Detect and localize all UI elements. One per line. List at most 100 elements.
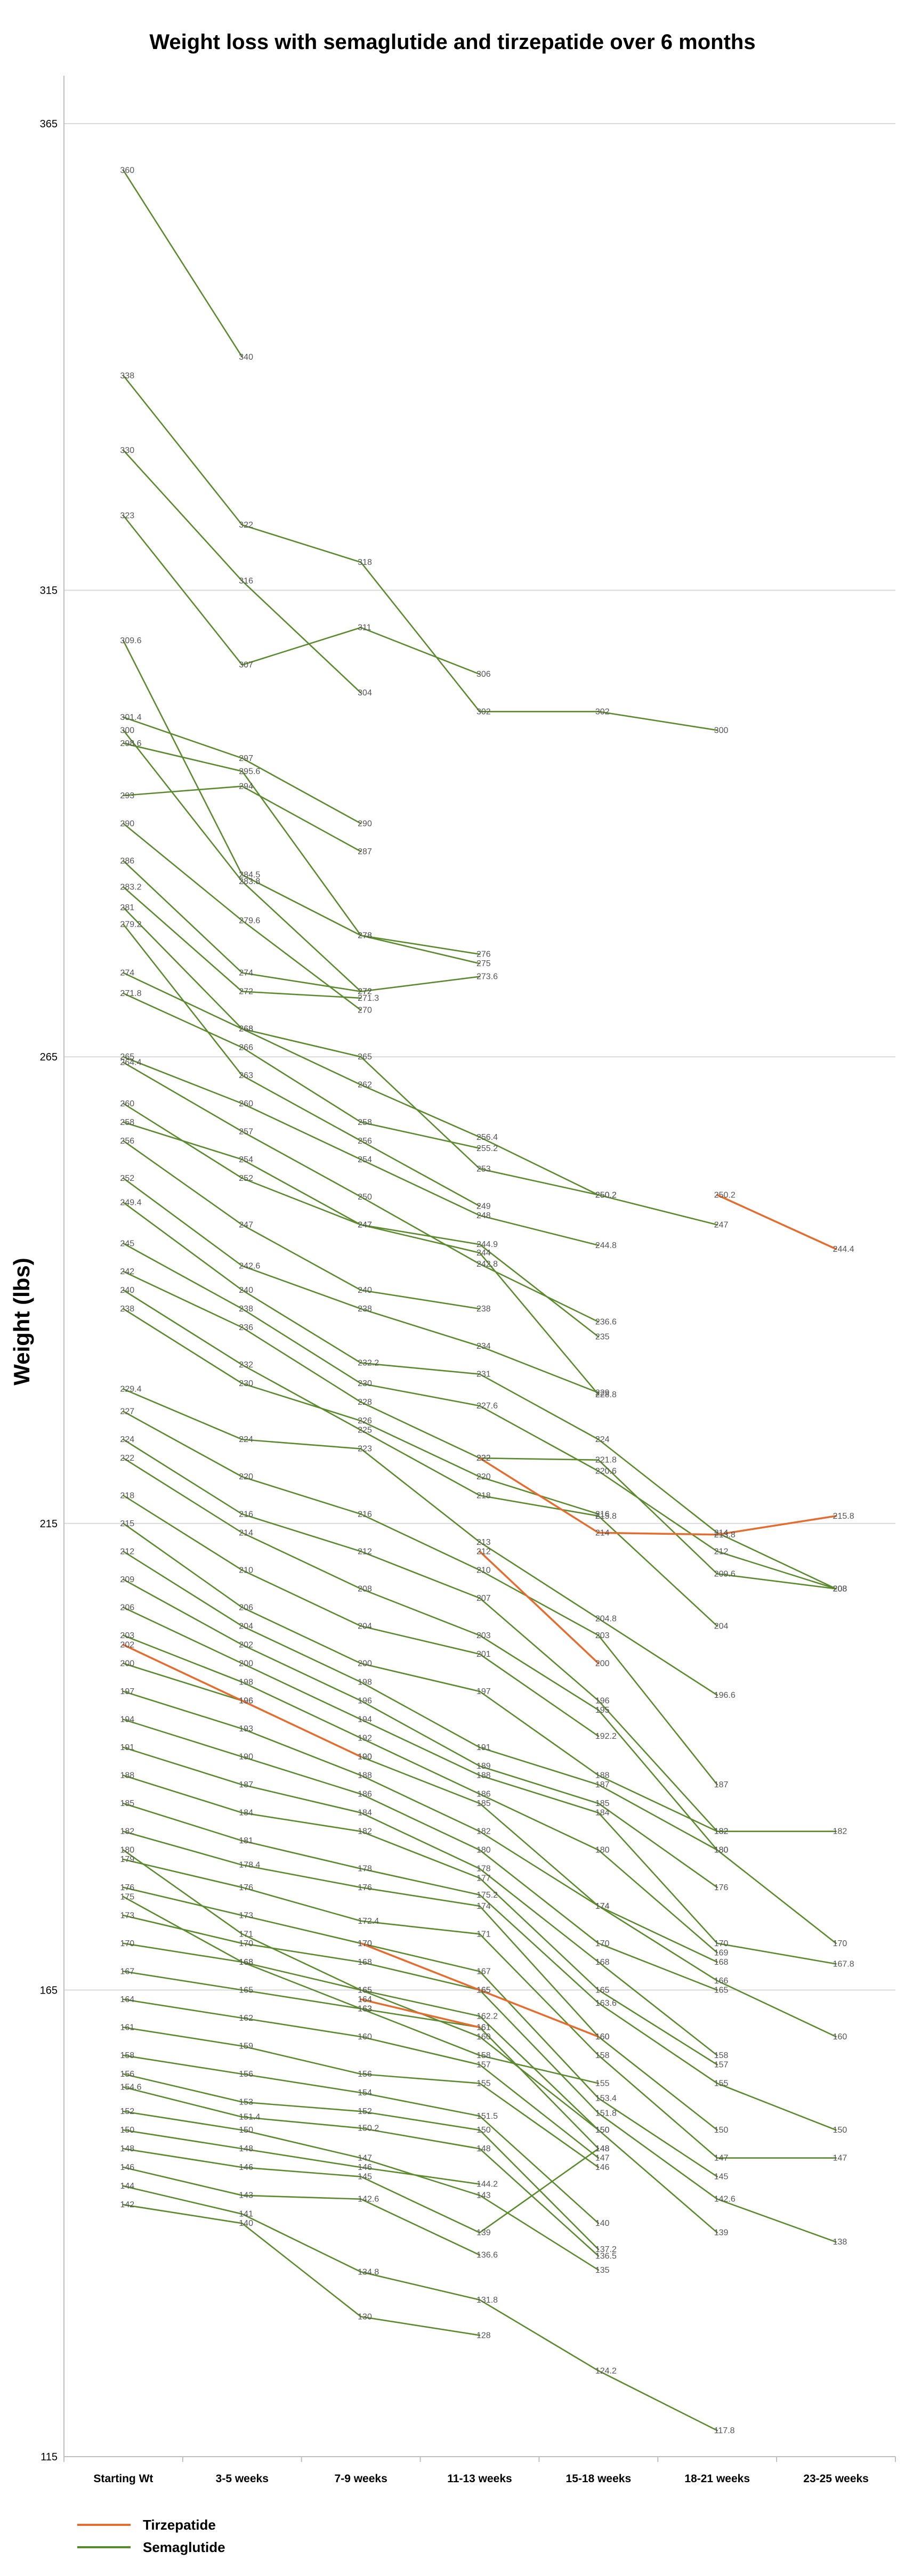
data-label: 265 <box>358 1052 372 1062</box>
data-label: 202 <box>120 1640 134 1649</box>
data-label: 150 <box>120 2126 134 2135</box>
data-label: 252 <box>239 1174 253 1183</box>
x-tick-label: 18-21 weeks <box>684 2473 750 2485</box>
series-line-semaglutide <box>123 1942 718 2234</box>
data-label: 182 <box>714 1827 729 1836</box>
data-label: 255.2 <box>476 1144 498 1153</box>
data-label: 250.2 <box>714 1190 736 1200</box>
data-label: 179 <box>120 1855 134 1864</box>
data-label: 232.2 <box>358 1359 379 1368</box>
series-line-semaglutide <box>123 1607 837 1965</box>
data-label: 135 <box>595 2266 610 2275</box>
data-label: 309.6 <box>120 636 141 645</box>
data-label: 200 <box>239 1659 253 1668</box>
series-line-semaglutide <box>123 1849 600 2131</box>
data-label: 174 <box>595 1902 610 1911</box>
data-label: 165 <box>358 1986 372 1995</box>
data-label: 272 <box>358 987 372 997</box>
data-label: 218 <box>120 1491 134 1500</box>
series-line-semaglutide <box>123 1411 718 1786</box>
data-label: 200 <box>120 1659 134 1668</box>
data-label: 182 <box>358 1827 372 1836</box>
x-tick-label: Starting Wt <box>93 2473 153 2485</box>
series-line-semaglutide <box>123 823 362 1011</box>
data-label: 218 <box>476 1491 491 1500</box>
data-label: 192 <box>358 1734 372 1743</box>
data-label: 238 <box>120 1305 134 1314</box>
data-label: 322 <box>239 521 253 530</box>
data-label: 223 <box>358 1445 372 1454</box>
data-label: 250 <box>358 1193 372 1202</box>
data-label: 240 <box>239 1286 253 1295</box>
data-label: 203 <box>595 1631 610 1640</box>
y-tick-label: 365 <box>40 118 58 130</box>
data-label: 210 <box>476 1566 491 1575</box>
series-line-semaglutide <box>123 1663 718 1963</box>
data-label: 306 <box>476 670 491 679</box>
data-label: 185 <box>476 1799 491 1808</box>
data-label: 139 <box>714 2229 729 2238</box>
data-label: 176 <box>120 1883 134 1892</box>
data-label: 194 <box>120 1715 134 1724</box>
data-label: 268 <box>239 1025 253 1034</box>
data-label: 151.5 <box>476 2112 498 2121</box>
series-layer <box>122 169 837 2432</box>
data-label: 300 <box>714 726 729 735</box>
data-label: 170 <box>714 1939 729 1948</box>
data-label: 224 <box>120 1435 134 1444</box>
data-label: 272 <box>358 987 372 997</box>
data-label: 301.4 <box>120 713 141 722</box>
data-label: 208 <box>833 1584 847 1593</box>
data-label: 170 <box>358 1939 372 1948</box>
data-label: 248 <box>476 1211 491 1220</box>
data-label: 212 <box>714 1547 729 1556</box>
data-label: 195 <box>595 1706 610 1715</box>
data-label: 148 <box>595 2144 610 2153</box>
data-label: 273.6 <box>476 973 498 982</box>
data-label: 213 <box>476 1538 491 1547</box>
data-label: 216 <box>358 1510 372 1519</box>
data-label: 254 <box>239 1155 253 1164</box>
series-line-semaglutide <box>123 2086 600 2257</box>
y-tick-label: 265 <box>40 1051 58 1063</box>
data-label: 184 <box>595 1809 610 1818</box>
data-label: 234 <box>476 1342 491 1351</box>
data-label: 147 <box>714 2154 729 2163</box>
series-line-semaglutide <box>123 375 718 731</box>
data-label: 168 <box>239 1958 253 1967</box>
series-line-tirzepatide <box>479 1457 837 1536</box>
data-label: 256 <box>358 1137 372 1146</box>
series-line-semaglutide <box>123 1896 600 2084</box>
data-label: 191 <box>476 1743 491 1752</box>
series-line-semaglutide <box>123 2027 600 2168</box>
data-label: 124.2 <box>595 2367 617 2376</box>
data-label: 150 <box>714 2126 729 2135</box>
data-label: 271.8 <box>120 989 141 998</box>
data-label: 187 <box>595 1780 610 1789</box>
series-line-semaglutide <box>123 1522 718 1832</box>
y-tick-label: 115 <box>41 2451 58 2463</box>
data-label: 279.2 <box>120 920 141 929</box>
data-label: 186 <box>358 1790 372 1799</box>
legend: Tirzepatide Semaglutide <box>77 2517 225 2555</box>
data-label: 182 <box>714 1827 729 1836</box>
data-label: 198 <box>239 1678 253 1687</box>
data-label: 284.5 <box>239 871 260 880</box>
data-label: 170 <box>358 1939 372 1948</box>
data-label: 212 <box>120 1547 134 1556</box>
data-label: 209.6 <box>714 1569 736 1578</box>
data-label: 168 <box>714 1958 729 1967</box>
data-label: 283.2 <box>120 882 141 892</box>
data-label: 198 <box>358 1678 372 1687</box>
data-label: 227 <box>120 1407 134 1416</box>
x-tick-label: 15-18 weeks <box>566 2473 632 2485</box>
data-label-layer: 360 340 338 322 318 302 302 300 330 316 304 323 307 3… <box>120 166 854 2435</box>
data-label: 145 <box>358 2173 372 2182</box>
axis-layer: 115 165 215 265 315 365 Starting Wt 3-5 weeks 7-… <box>40 76 896 2485</box>
data-label: 286 <box>120 856 134 865</box>
data-label: 170 <box>833 1939 847 1948</box>
data-label: 311 <box>358 623 371 633</box>
data-label: 316 <box>239 577 253 586</box>
data-label: 252 <box>120 1174 134 1183</box>
data-label: 165 <box>476 1986 491 1995</box>
